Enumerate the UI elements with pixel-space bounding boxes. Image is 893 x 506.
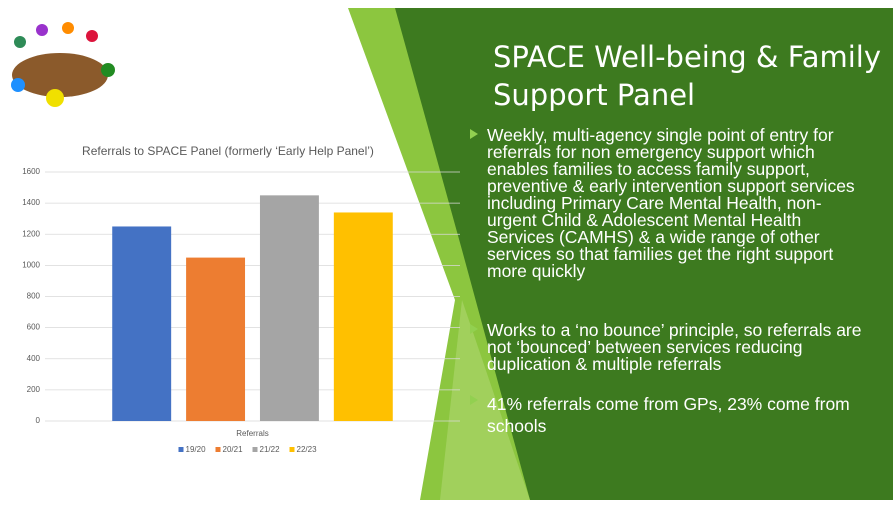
bullet-marker: [470, 324, 478, 334]
figure: [14, 36, 26, 48]
figure: [86, 30, 98, 42]
legend-swatch: [178, 447, 184, 452]
table: [12, 53, 108, 97]
bullet-marker: [470, 395, 478, 405]
y-tick-label: 200: [27, 385, 41, 394]
dark-green-panel: [395, 8, 893, 500]
chart-title: Referrals to SPACE Panel (formerly ‘Earl…: [82, 144, 374, 158]
figure: [36, 24, 48, 36]
bullet-marker: [470, 129, 478, 139]
bullet: Works to a ‘no bounce’ principle, so ref…: [470, 320, 870, 374]
x-tick-label: Referrals: [236, 429, 268, 438]
bullet: Weekly, multi-agency single point of ent…: [470, 125, 870, 281]
figure: [46, 89, 64, 107]
legend-swatch: [289, 447, 295, 452]
bullet-text: 41% referrals come from GPs, 23% come fr…: [487, 394, 850, 436]
bar: [333, 212, 393, 421]
y-tick-label: 1000: [22, 260, 40, 269]
bullet-text: Works to a ‘no bounce’ principle, so ref…: [487, 320, 862, 374]
legend-label: 19/20: [186, 445, 207, 454]
y-tick-label: 1600: [22, 167, 40, 176]
light-green-wedge: [348, 8, 540, 500]
legend-label: 21/22: [260, 445, 281, 454]
legend-swatch: [215, 447, 221, 452]
accent-wedge: [440, 300, 530, 500]
y-tick-label: 1400: [22, 198, 40, 207]
figure: [62, 22, 74, 34]
legend-label: 20/21: [223, 445, 244, 454]
slide-title: SPACE Well-being & Family Support Panel: [493, 40, 882, 112]
figure: [101, 63, 115, 77]
bullet-text: Weekly, multi-agency single point of ent…: [487, 125, 855, 281]
y-tick-label: 1200: [22, 229, 40, 238]
bullet: 41% referrals come from GPs, 23% come fr…: [470, 393, 870, 437]
bar: [259, 195, 319, 421]
y-tick-label: 0: [36, 416, 41, 425]
legend-swatch: [252, 447, 258, 452]
clipart: [11, 22, 115, 107]
y-tick-label: 400: [27, 354, 41, 363]
legend-label: 22/23: [297, 445, 318, 454]
figure: [11, 78, 25, 92]
bar: [112, 226, 172, 421]
y-tick-label: 600: [27, 323, 41, 332]
bar: [186, 257, 246, 421]
y-tick-label: 800: [27, 292, 41, 301]
